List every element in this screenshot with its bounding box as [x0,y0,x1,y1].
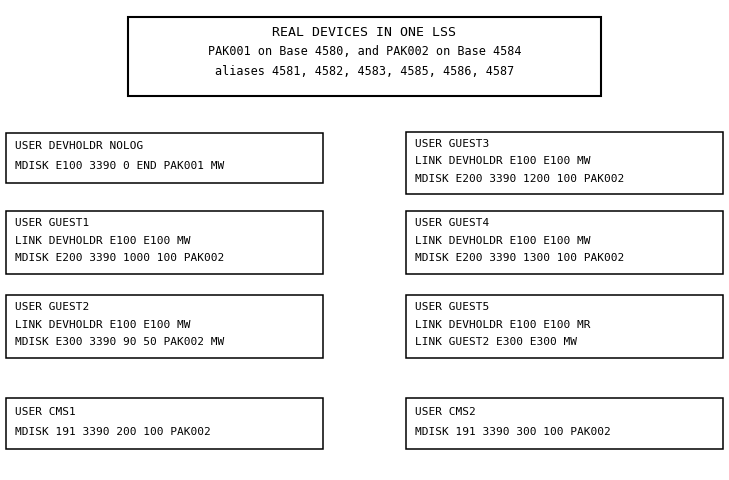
Text: USER CMS2: USER CMS2 [415,407,475,417]
FancyBboxPatch shape [128,17,601,96]
FancyBboxPatch shape [406,398,723,449]
Text: LINK DEVHOLDR E100 E100 MW: LINK DEVHOLDR E100 E100 MW [15,236,190,246]
Text: LINK GUEST2 E300 E300 MW: LINK GUEST2 E300 E300 MW [415,337,577,348]
Text: USER GUEST5: USER GUEST5 [415,302,489,312]
Text: aliases 4581, 4582, 4583, 4585, 4586, 4587: aliases 4581, 4582, 4583, 4585, 4586, 45… [215,64,514,78]
FancyBboxPatch shape [6,133,323,183]
Text: REAL DEVICES IN ONE LSS: REAL DEVICES IN ONE LSS [273,26,456,39]
FancyBboxPatch shape [406,211,723,274]
Text: MDISK 191 3390 300 100 PAK002: MDISK 191 3390 300 100 PAK002 [415,427,611,437]
Text: MDISK E300 3390 90 50 PAK002 MW: MDISK E300 3390 90 50 PAK002 MW [15,337,224,348]
FancyBboxPatch shape [406,132,723,194]
FancyBboxPatch shape [6,211,323,274]
Text: PAK001 on Base 4580, and PAK002 on Base 4584: PAK001 on Base 4580, and PAK002 on Base … [208,45,521,59]
Text: USER DEVHOLDR NOLOG: USER DEVHOLDR NOLOG [15,141,143,151]
FancyBboxPatch shape [6,398,323,449]
Text: USER CMS1: USER CMS1 [15,407,75,417]
Text: LINK DEVHOLDR E100 E100 MW: LINK DEVHOLDR E100 E100 MW [415,236,590,246]
FancyBboxPatch shape [6,295,323,358]
Text: MDISK E100 3390 0 END PAK001 MW: MDISK E100 3390 0 END PAK001 MW [15,161,224,171]
Text: LINK DEVHOLDR E100 E100 MW: LINK DEVHOLDR E100 E100 MW [415,156,590,167]
FancyBboxPatch shape [406,295,723,358]
Text: MDISK E200 3390 1200 100 PAK002: MDISK E200 3390 1200 100 PAK002 [415,174,624,184]
Text: MDISK 191 3390 200 100 PAK002: MDISK 191 3390 200 100 PAK002 [15,427,211,437]
Text: USER GUEST4: USER GUEST4 [415,218,489,228]
Text: MDISK E200 3390 1300 100 PAK002: MDISK E200 3390 1300 100 PAK002 [415,253,624,264]
Text: LINK DEVHOLDR E100 E100 MR: LINK DEVHOLDR E100 E100 MR [415,320,590,330]
Text: USER GUEST2: USER GUEST2 [15,302,89,312]
Text: USER GUEST3: USER GUEST3 [415,139,489,149]
Text: USER GUEST1: USER GUEST1 [15,218,89,228]
Text: MDISK E200 3390 1000 100 PAK002: MDISK E200 3390 1000 100 PAK002 [15,253,224,264]
Text: LINK DEVHOLDR E100 E100 MW: LINK DEVHOLDR E100 E100 MW [15,320,190,330]
